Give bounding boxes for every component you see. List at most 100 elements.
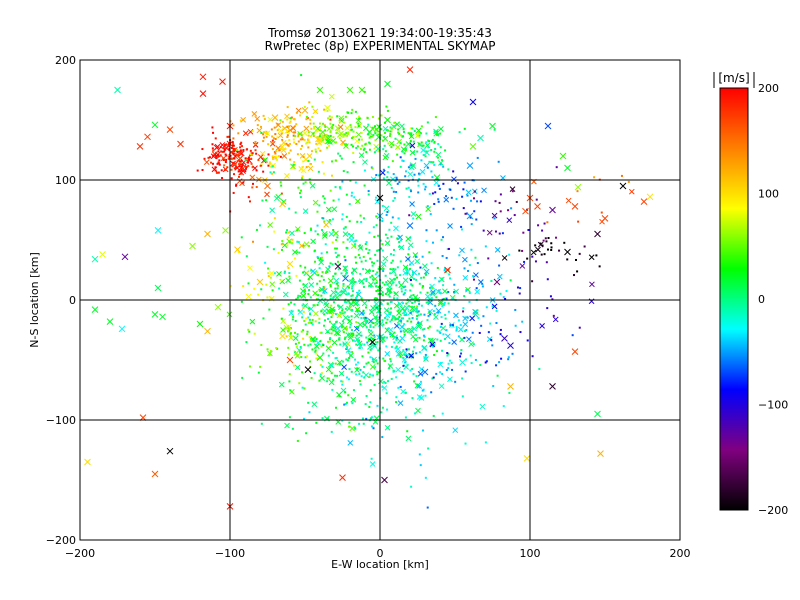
data-point <box>394 137 397 140</box>
data-point <box>462 310 465 313</box>
data-marker <box>435 151 442 158</box>
data-point <box>351 272 354 275</box>
data-marker <box>303 241 310 248</box>
data-point <box>398 245 401 248</box>
data-point <box>445 297 448 300</box>
data-point <box>299 264 302 267</box>
data-marker <box>280 327 286 333</box>
data-point <box>266 245 269 248</box>
data-point <box>315 129 318 132</box>
data-point <box>415 375 418 378</box>
data-point <box>409 127 412 130</box>
data-point <box>276 158 279 161</box>
data-point <box>423 328 426 331</box>
data-marker <box>363 125 369 132</box>
data-point <box>414 297 417 300</box>
data-marker <box>501 335 508 342</box>
data-point <box>422 429 425 432</box>
data-point <box>342 135 345 138</box>
data-marker <box>354 300 360 306</box>
data-point <box>260 125 263 128</box>
data-point <box>428 140 431 143</box>
data-point <box>303 289 306 292</box>
data-point <box>493 128 496 131</box>
data-point <box>415 310 418 313</box>
data-point <box>247 157 250 160</box>
data-point <box>364 243 367 246</box>
data-point <box>395 338 398 341</box>
data-point <box>422 334 425 337</box>
data-point <box>419 266 422 269</box>
data-point <box>247 164 250 167</box>
data-point <box>433 150 436 153</box>
data-marker <box>312 199 319 206</box>
data-marker <box>238 150 245 157</box>
data-point <box>380 303 383 306</box>
data-marker <box>407 242 414 249</box>
x-tick-label: 200 <box>670 547 691 560</box>
data-point <box>546 221 549 224</box>
data-marker <box>414 132 421 139</box>
data-point <box>364 321 367 324</box>
data-point <box>369 401 372 404</box>
data-point <box>366 117 369 120</box>
data-marker <box>388 140 395 147</box>
data-point <box>456 182 459 185</box>
data-point <box>267 267 270 270</box>
data-point <box>421 389 424 392</box>
data-point <box>442 297 445 300</box>
data-marker <box>222 227 229 234</box>
data-point <box>309 228 312 231</box>
data-point <box>289 158 292 161</box>
data-marker <box>310 268 316 275</box>
data-point <box>395 376 398 379</box>
data-point <box>201 168 204 171</box>
data-point <box>366 341 369 344</box>
data-marker <box>437 361 444 368</box>
data-point <box>344 134 347 137</box>
data-point <box>304 181 307 184</box>
data-point <box>496 374 499 377</box>
data-point <box>382 357 385 360</box>
data-point <box>319 258 322 261</box>
data-point <box>392 297 395 300</box>
data-point <box>305 118 308 121</box>
data-marker <box>350 396 357 403</box>
data-point <box>444 267 447 270</box>
colorbar-tick-label: 0 <box>758 293 765 306</box>
data-point <box>260 343 263 346</box>
data-marker <box>406 222 414 229</box>
data-marker <box>507 342 514 349</box>
data-point <box>307 278 310 281</box>
data-point <box>316 233 319 236</box>
data-point <box>210 161 213 164</box>
data-marker <box>347 440 354 446</box>
data-point <box>341 180 344 183</box>
data-marker <box>438 126 444 132</box>
data-marker <box>199 73 207 81</box>
data-point <box>217 161 220 164</box>
data-point <box>203 157 206 160</box>
data-point <box>337 338 340 341</box>
data-point <box>362 312 365 315</box>
chart-title: Tromsø 20130621 19:34:00-19:35:43 <box>267 26 492 40</box>
data-point <box>410 485 413 488</box>
data-point <box>369 276 372 279</box>
data-marker <box>331 206 338 213</box>
data-point <box>329 345 332 348</box>
data-point <box>410 283 413 286</box>
data-point <box>365 247 368 250</box>
data-point <box>321 365 324 368</box>
data-marker <box>386 180 392 187</box>
data-point <box>416 305 419 308</box>
data-point <box>272 248 275 251</box>
data-marker <box>415 407 421 414</box>
data-point <box>339 187 342 190</box>
data-point <box>463 181 466 184</box>
data-point <box>306 333 309 336</box>
data-point <box>347 378 350 381</box>
data-marker <box>290 163 296 170</box>
data-point <box>371 274 374 277</box>
data-point <box>323 124 326 127</box>
data-point <box>297 241 300 244</box>
